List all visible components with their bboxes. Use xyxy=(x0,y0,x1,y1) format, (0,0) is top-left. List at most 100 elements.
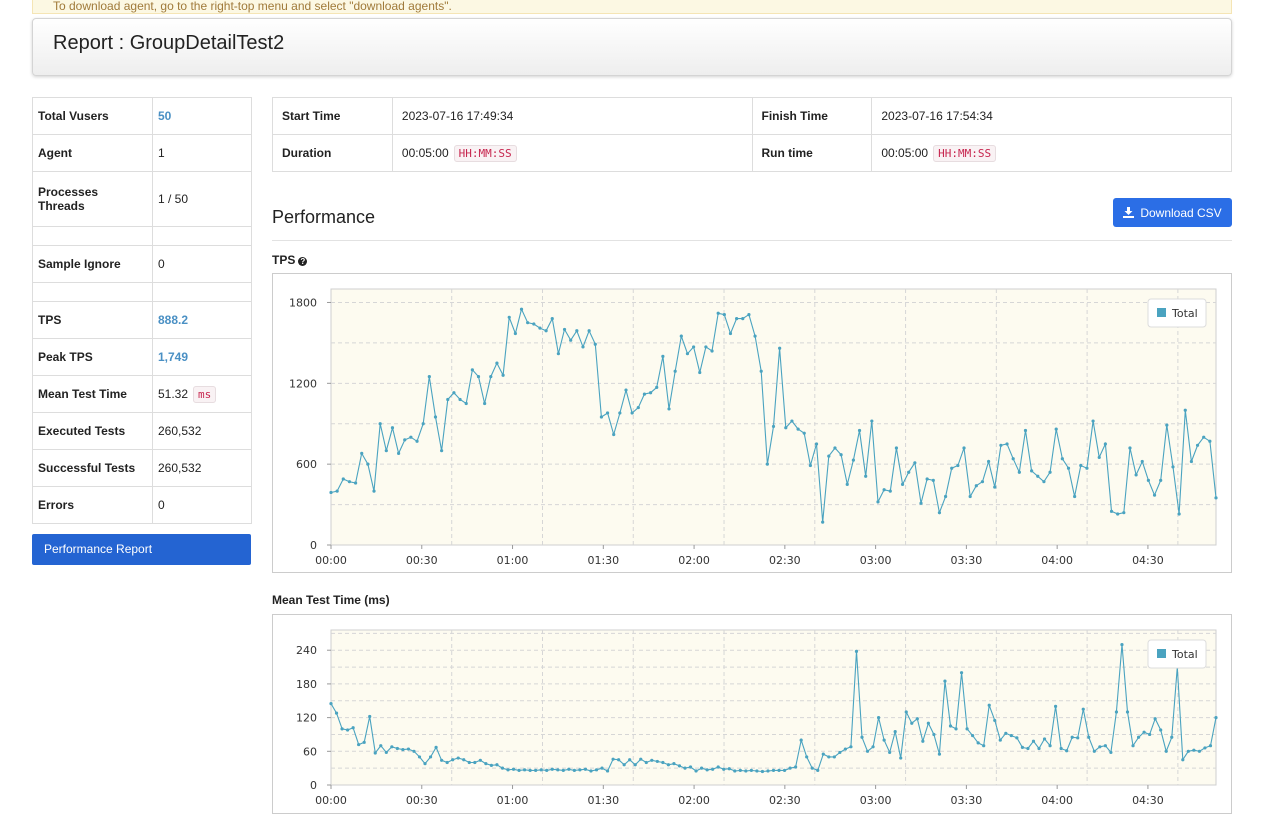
data-point xyxy=(353,481,358,485)
data-point xyxy=(843,747,848,751)
data-point xyxy=(507,315,511,319)
data-point xyxy=(1202,435,1206,439)
x-tick-label: 04:00 xyxy=(1041,554,1073,567)
data-point xyxy=(1085,466,1089,470)
data-point xyxy=(544,329,548,333)
data-point xyxy=(1181,758,1185,762)
data-point xyxy=(777,768,781,772)
data-point xyxy=(710,349,714,353)
data-point xyxy=(1109,750,1113,755)
y-tick-label: 1800 xyxy=(289,296,317,309)
plot-area xyxy=(330,629,1217,786)
data-point xyxy=(578,768,582,772)
data-point xyxy=(810,766,814,770)
data-point xyxy=(943,494,948,499)
data-point xyxy=(1136,735,1141,739)
data-point xyxy=(478,758,482,762)
legend-swatch xyxy=(1157,308,1166,317)
report-header: Report : GroupDetailTest2 xyxy=(32,18,1232,76)
data-point xyxy=(451,758,455,762)
data-point xyxy=(357,742,361,747)
data-point xyxy=(692,345,696,349)
data-point xyxy=(539,768,543,772)
spacer-cell xyxy=(32,282,153,302)
data-point xyxy=(489,374,493,379)
data-point xyxy=(1076,736,1080,740)
data-point xyxy=(932,732,936,737)
data-point xyxy=(470,368,474,372)
data-point xyxy=(500,766,505,770)
tps-chart-title-text: TPS xyxy=(272,253,296,267)
data-point xyxy=(771,768,776,772)
data-point xyxy=(1208,439,1212,443)
data-point xyxy=(522,768,527,772)
data-point xyxy=(599,415,604,419)
x-tick-label: 00:00 xyxy=(315,554,347,567)
data-point xyxy=(618,411,622,415)
data-point xyxy=(910,721,914,725)
data-point xyxy=(642,392,647,396)
data-point xyxy=(1048,744,1052,748)
data-point xyxy=(857,428,862,433)
data-point xyxy=(943,679,947,683)
data-point xyxy=(1203,746,1207,750)
data-point xyxy=(366,462,370,466)
data-point xyxy=(694,769,698,773)
data-point xyxy=(611,757,615,761)
help-icon[interactable]: ? xyxy=(298,257,308,266)
y-tick-label: 240 xyxy=(296,644,317,657)
x-tick-label: 00:00 xyxy=(315,794,347,807)
data-point xyxy=(904,710,908,714)
data-point xyxy=(1165,423,1169,427)
data-point xyxy=(347,480,352,484)
data-point xyxy=(1197,749,1202,753)
data-point xyxy=(1171,465,1175,469)
data-point xyxy=(661,354,665,358)
data-point xyxy=(587,329,591,333)
x-tick-label: 02:30 xyxy=(769,554,801,567)
data-point xyxy=(384,750,388,755)
data-point xyxy=(999,443,1003,447)
data-point xyxy=(1142,730,1146,734)
data-point xyxy=(495,763,499,767)
data-point xyxy=(716,311,720,315)
data-point xyxy=(1070,735,1074,739)
performance-report-button[interactable]: Performance Report xyxy=(32,534,251,565)
y-tick-label: 600 xyxy=(296,458,317,471)
data-point xyxy=(1189,459,1194,464)
data-point xyxy=(1017,470,1021,474)
data-point xyxy=(473,760,477,765)
x-tick-label: 01:00 xyxy=(497,794,529,807)
data-point xyxy=(390,426,395,430)
data-point xyxy=(511,767,516,771)
total-vusers-value: 50 xyxy=(152,97,252,135)
data-point xyxy=(628,758,632,762)
data-point xyxy=(849,745,853,749)
x-tick-label: 00:30 xyxy=(406,554,438,567)
download-csv-button[interactable]: Download CSV xyxy=(1113,198,1232,227)
data-point xyxy=(954,727,958,731)
data-point xyxy=(368,714,372,719)
data-point xyxy=(1164,749,1168,753)
sample-ignore-label: Sample Ignore xyxy=(32,245,153,283)
data-point xyxy=(1170,735,1174,739)
data-point xyxy=(948,724,953,728)
executed-tests-label: Executed Tests xyxy=(32,412,153,450)
data-point xyxy=(833,446,837,450)
data-point xyxy=(860,735,864,739)
data-point xyxy=(329,490,333,495)
x-tick-label: 03:00 xyxy=(860,554,892,567)
y-tick-label: 0 xyxy=(310,539,317,552)
agent-label: Agent xyxy=(32,134,153,172)
data-point xyxy=(639,757,643,761)
data-point xyxy=(796,427,800,431)
data-point xyxy=(982,744,986,748)
data-point xyxy=(771,424,776,429)
data-point xyxy=(1081,707,1085,711)
data-point xyxy=(1134,473,1138,477)
data-point xyxy=(821,520,825,524)
data-point xyxy=(998,738,1002,742)
data-point xyxy=(1122,511,1126,515)
data-point xyxy=(462,758,466,762)
data-point xyxy=(716,765,720,769)
